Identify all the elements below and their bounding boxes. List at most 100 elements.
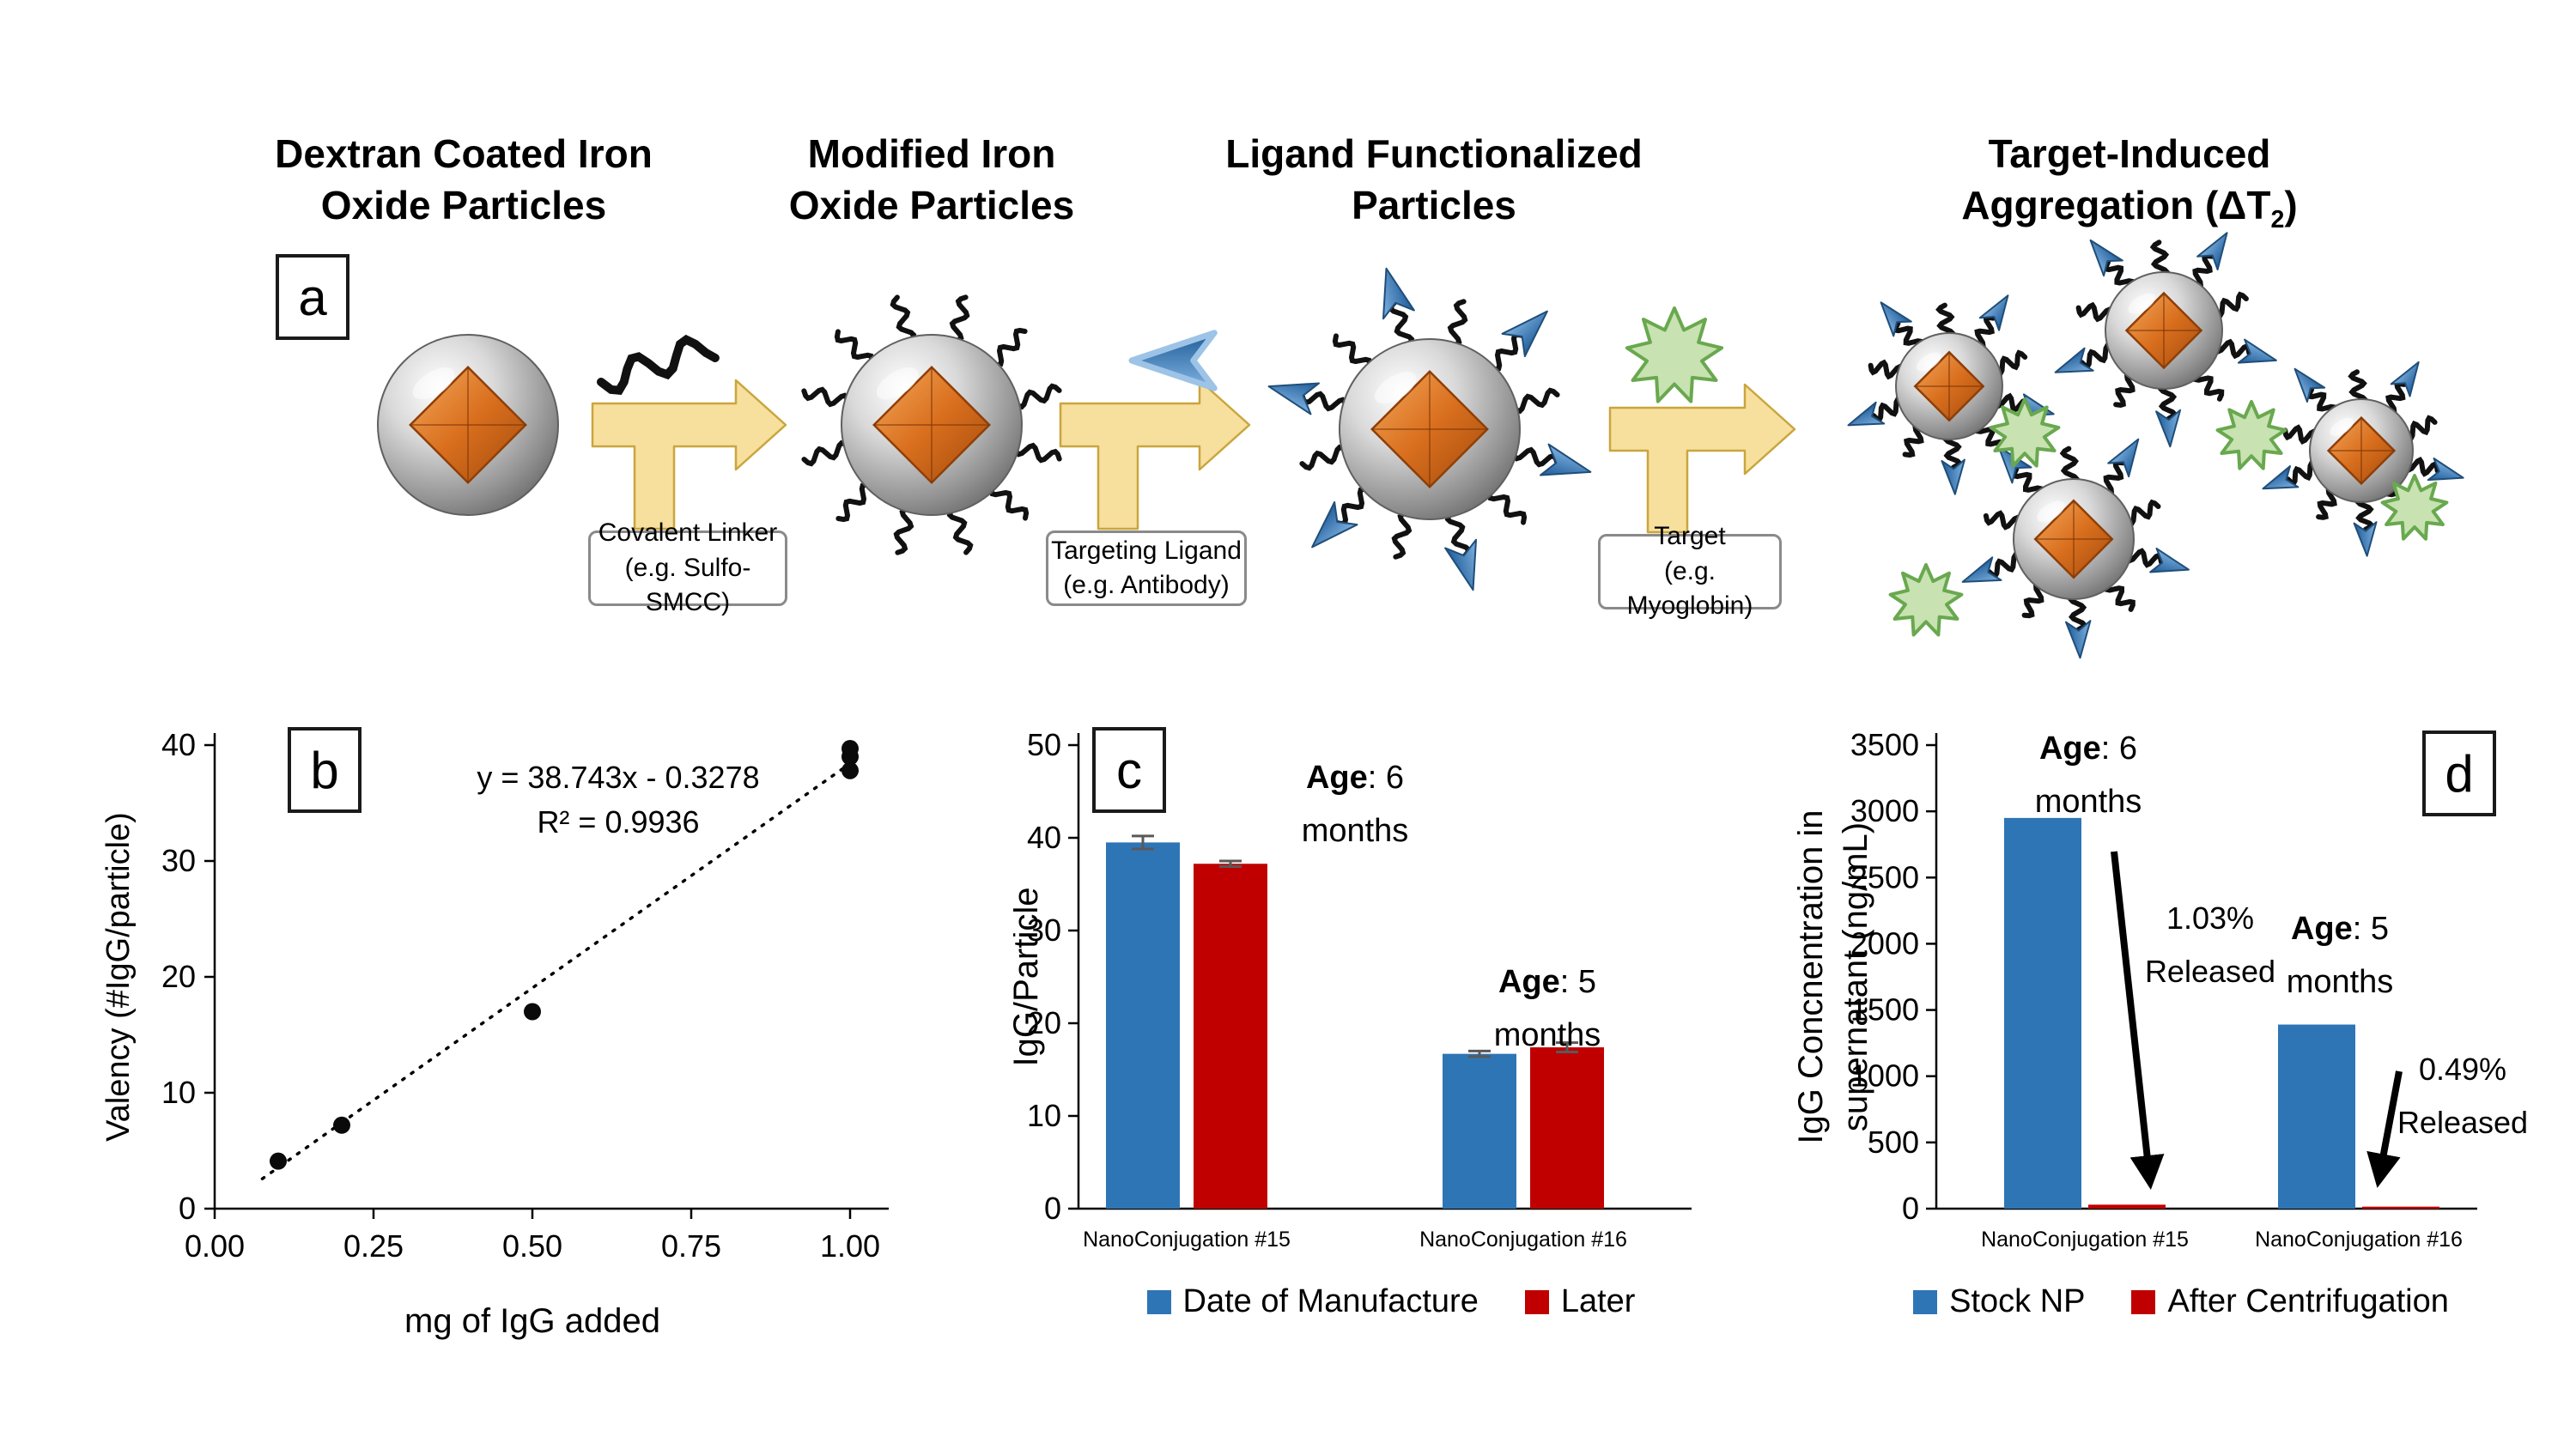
panel-letter-d: d	[2422, 731, 2496, 816]
ligand-arrow-icon	[1847, 401, 1886, 427]
age-annotation: Age: 5	[2291, 911, 2389, 947]
step-label-covalent-linker: Covalent Linker (e.g. Sulfo-SMCC)	[588, 518, 787, 616]
trendline-equation: y = 38.743x - 0.3278	[477, 760, 759, 795]
dextran-squiggle	[2403, 415, 2438, 441]
x-tick-label: 1.00	[820, 1228, 880, 1264]
dextran-squiggle	[2157, 381, 2178, 421]
dextran-squiggle	[2404, 457, 2440, 477]
process-arrow-icon	[1059, 379, 1251, 530]
ligand-arrow-icon	[2427, 457, 2464, 482]
step-label-target: Target (e.g. Myoglobin)	[1598, 522, 1782, 620]
dextran-squiggle	[2282, 424, 2318, 445]
process-arrow-icon	[1608, 383, 1796, 534]
legend-item-later: Later	[1524, 1283, 1635, 1320]
schematic-title-ligand: Ligand Functionalized Particles	[1219, 129, 1649, 232]
y-tick-label: 20	[1027, 1005, 1061, 1040]
age-annotation-line2: months	[1302, 813, 1409, 849]
dextran-squiggle	[2306, 386, 2336, 417]
dextran-squiggle	[1447, 299, 1468, 349]
nanoparticle	[1868, 302, 2031, 470]
ligand-arrow-icon	[2054, 347, 2094, 373]
dextran-squiggle	[2079, 343, 2117, 370]
dextran-squiggle	[893, 505, 914, 555]
step-label-line: (e.g. Antibody)	[1063, 571, 1230, 599]
dextran-squiggle	[1510, 387, 1560, 415]
y-tick-label: 30	[1027, 912, 1061, 948]
panel-letter-c: c	[1092, 727, 1166, 813]
category-label: NanoConjugation #16	[2255, 1228, 2463, 1252]
dextran-squiggle	[2123, 499, 2161, 526]
y-axis-label-line1: IgG Concnentration in	[1792, 809, 1830, 1143]
dextran-squiggle	[2211, 291, 2249, 318]
panel-c-bar-chart: 0 10 20 30 40 50 NanoConjugation #15 NanoConjug…	[1013, 727, 1692, 1252]
step-label-line: Target	[1654, 522, 1726, 551]
age-annotation: Age: 6	[1306, 760, 1404, 796]
y-axis-label-line2: supernatant (ng/mL)	[1837, 822, 1874, 1131]
category-label: NanoConjugation #16	[1419, 1228, 1627, 1252]
scatter-point	[333, 1116, 350, 1134]
ligand-arrow-icon	[2155, 409, 2182, 448]
title-line: Oxide Particles	[320, 182, 607, 227]
legend-item-date-of-manufacture: Date of Manufacture	[1146, 1283, 1479, 1320]
age-annotation: Age: 6	[2039, 731, 2137, 767]
ligand-arrow-icon	[2262, 465, 2300, 490]
ligand-arrow-icon	[1444, 538, 1478, 591]
schematic-title-dextran: Dextran Coated Iron Oxide Particles	[206, 129, 721, 232]
step-label-targeting-ligand: Targeting Ligand (e.g. Antibody)	[1046, 530, 1247, 606]
ligand-arrow-icon	[2107, 438, 2140, 478]
title-line: Aggregation (ΔT2)	[1961, 182, 2298, 233]
dextran-squiggle	[801, 386, 852, 408]
legend-item-after-centrifugation: After Centrifugation	[2131, 1283, 2449, 1320]
nanoparticle	[2282, 369, 2440, 532]
ligand-arrow-icon	[1941, 458, 1965, 495]
ligand-arrow-icon	[1128, 330, 1218, 391]
step-label-line: Targeting Ligand	[1051, 536, 1242, 565]
category-label: NanoConjugation #15	[1083, 1228, 1291, 1252]
legend-swatch-blue	[1913, 1289, 1938, 1314]
dextran-squiggle	[1868, 359, 1905, 380]
bar-after-centrifugation	[2088, 1204, 2166, 1209]
target-star-icon	[1989, 397, 2061, 468]
panel-b-scatter-chart: 0 10 20 30 40 0.00 0.25 0.50 0.75 1.00 y = 38.743x…	[100, 727, 889, 1340]
dextran-squiggle	[1332, 333, 1373, 372]
dextran-squiggle	[890, 294, 917, 345]
dextran-squiggle	[1334, 486, 1372, 527]
dextran-squiggle	[1487, 331, 1526, 373]
bar-stock-np	[2278, 1024, 2355, 1209]
dextran-squiggle	[1391, 509, 1413, 560]
y-tick-label: 3500	[1850, 727, 1919, 762]
dextran-squiggle	[2149, 239, 2171, 280]
panel-letter-a: a	[276, 254, 349, 340]
dextran-squiggle	[1870, 396, 1906, 423]
ligand-arrow-icon	[1880, 301, 1912, 337]
ligand-arrow-icon	[1539, 443, 1592, 476]
age-annotation-line2: months	[2287, 964, 2394, 1000]
ligand-arrow-icon	[1311, 500, 1358, 549]
panel-letter-b: b	[288, 727, 361, 813]
dextran-squiggle	[835, 482, 874, 523]
y-tick-label: 30	[161, 843, 196, 878]
y-tick-label: 0	[179, 1191, 196, 1226]
released-label: 1.03%	[2166, 900, 2254, 936]
dextran-squiggle	[2354, 494, 2375, 532]
nanoparticle	[2075, 239, 2252, 421]
scatter-point	[841, 740, 859, 758]
legend-swatch-red	[1524, 1289, 1549, 1314]
y-tick-label: 0	[1044, 1191, 1061, 1226]
step-label-line: (e.g. Sulfo-SMCC)	[624, 553, 751, 617]
ligand-arrow-icon	[2064, 620, 2092, 659]
bar-after-centrifugation	[2362, 1206, 2439, 1210]
bar-date-of-manufacture	[1443, 1053, 1516, 1209]
dextran-squiggle	[1012, 442, 1062, 464]
dextran-squiggle	[1973, 314, 1996, 349]
y-tick-label: 40	[161, 727, 196, 762]
dextran-squiggle	[2021, 582, 2046, 619]
ligand-arrow-icon	[2089, 239, 2123, 277]
legend-label: Stock NP	[1949, 1283, 2086, 1319]
release-arrow	[2111, 851, 2165, 1190]
dextran-squiggle	[2101, 459, 2126, 496]
title-line: Particles	[1352, 182, 1516, 227]
target-star-icon	[2215, 400, 2287, 470]
dextran-squiggle	[2124, 548, 2165, 568]
dextran-squiggle	[2348, 369, 2368, 407]
